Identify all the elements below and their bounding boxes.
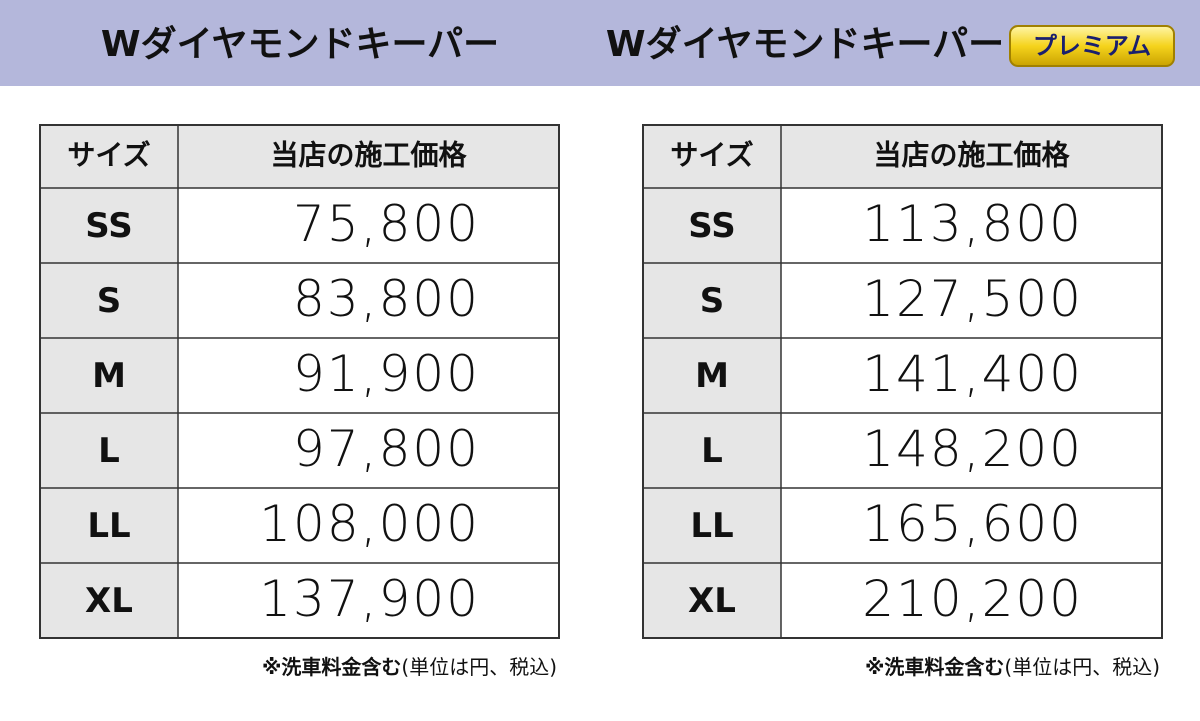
- size-cell: S: [700, 281, 725, 321]
- right-title: Wダイヤモンドキーパー: [606, 24, 1004, 65]
- left-title: Wダイヤモンドキーパー: [101, 24, 499, 65]
- price-cell: 108,000: [259, 495, 480, 553]
- note-text: (単位は円、税込): [1004, 655, 1160, 679]
- price-cell: 141,400: [862, 345, 1083, 403]
- column-header: サイズ: [67, 139, 150, 172]
- size-cell: XL: [688, 581, 736, 621]
- badge: プレミアム: [1033, 32, 1151, 60]
- price-cell: 97,800: [293, 420, 480, 478]
- size-cell: LL: [87, 506, 130, 546]
- size-cell: XL: [85, 581, 133, 621]
- size-cell: SS: [85, 206, 132, 246]
- price-cell: 91,900: [293, 345, 480, 403]
- price-cell: 137,900: [259, 570, 480, 628]
- note-text: (単位は円、税込): [401, 655, 557, 679]
- note: ※洗車料金含む(単位は円、税込): [865, 655, 1160, 679]
- column-header: サイズ: [670, 139, 753, 172]
- header-band: [0, 0, 1200, 86]
- badge-bg: [1009, 25, 1175, 67]
- price-cell: 83,800: [293, 270, 480, 328]
- note-bold: ※洗車料金含む: [262, 655, 401, 679]
- size-cell: SS: [688, 206, 735, 246]
- column-header: 当店の施工価格: [873, 139, 1070, 172]
- size-cell: LL: [690, 506, 733, 546]
- size-column-bg: [643, 125, 781, 638]
- size-cell: M: [92, 356, 126, 396]
- price-cell: 210,200: [862, 570, 1083, 628]
- note-bold: ※洗車料金含む: [865, 655, 1004, 679]
- price-cell: 113,800: [862, 195, 1083, 253]
- price-cell: 75,800: [293, 195, 480, 253]
- price-cell: 148,200: [862, 420, 1083, 478]
- column-header: 当店の施工価格: [270, 139, 467, 172]
- size-column-bg: [40, 125, 178, 638]
- price-cell: 165,600: [862, 495, 1083, 553]
- note: ※洗車料金含む(単位は円、税込): [262, 655, 557, 679]
- price-cell: 127,500: [862, 270, 1083, 328]
- size-cell: M: [695, 356, 729, 396]
- size-cell: S: [97, 281, 122, 321]
- table-border: [642, 124, 1163, 639]
- size-cell: L: [701, 431, 723, 471]
- table-border: [39, 124, 560, 639]
- size-cell: L: [98, 431, 120, 471]
